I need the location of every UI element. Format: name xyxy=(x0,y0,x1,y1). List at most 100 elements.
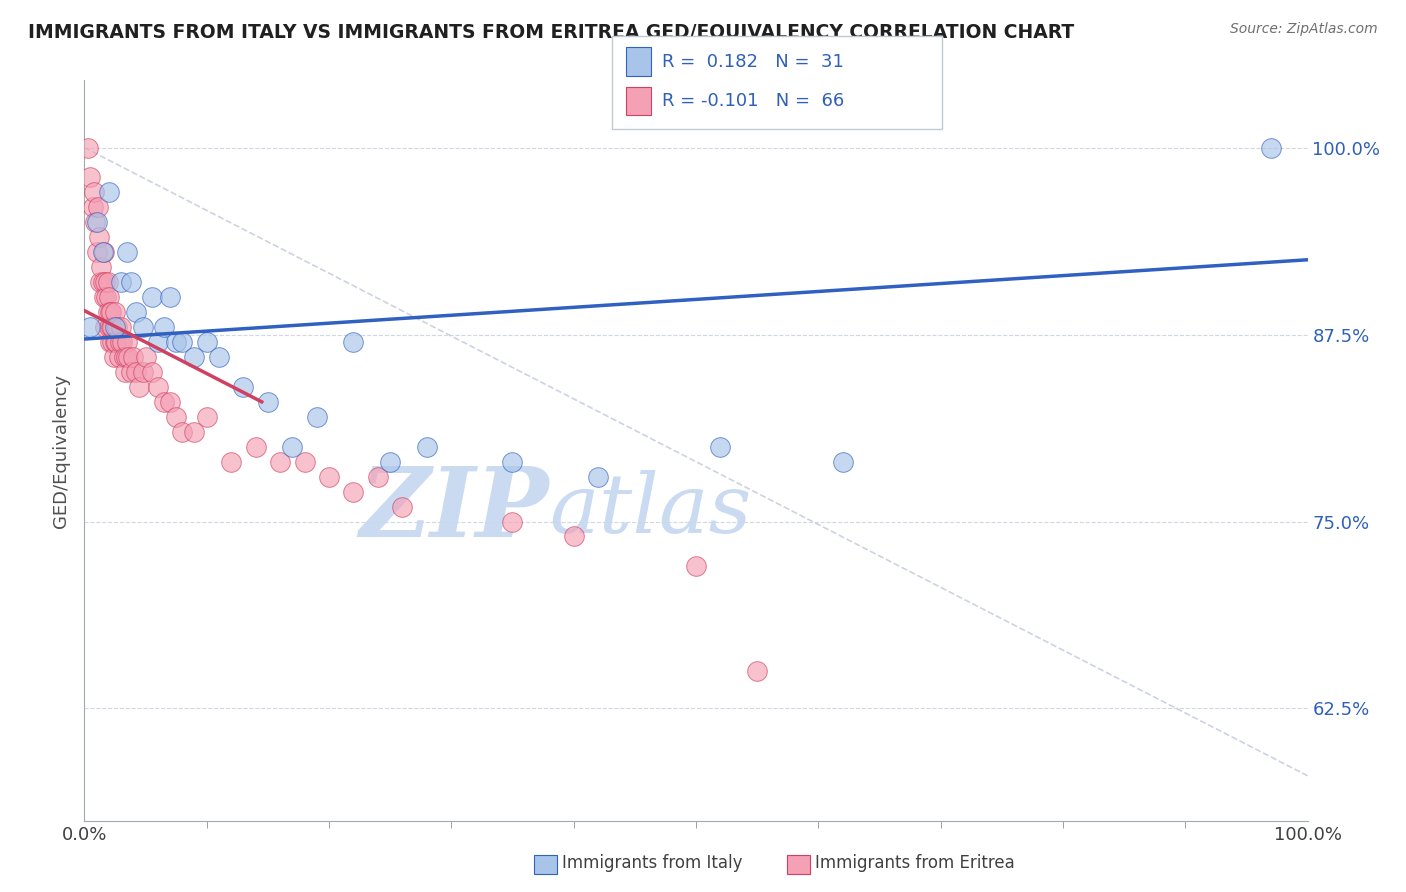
Point xyxy=(367,469,389,483)
Point xyxy=(135,350,157,364)
Y-axis label: GED/Equivalency: GED/Equivalency xyxy=(52,374,70,527)
Point xyxy=(195,409,218,424)
Point xyxy=(97,275,120,289)
Point xyxy=(101,334,124,349)
Point xyxy=(128,380,150,394)
Point xyxy=(318,469,340,483)
Point xyxy=(97,305,120,319)
Point xyxy=(159,290,181,304)
Point xyxy=(100,320,122,334)
Point xyxy=(114,365,136,379)
Point xyxy=(115,334,138,349)
Point xyxy=(342,484,364,499)
Point xyxy=(112,350,135,364)
Point xyxy=(84,215,107,229)
Point xyxy=(245,440,267,454)
Point xyxy=(146,334,169,349)
Point xyxy=(87,201,110,215)
Text: Source: ZipAtlas.com: Source: ZipAtlas.com xyxy=(1230,22,1378,37)
Point xyxy=(195,334,218,349)
Point xyxy=(79,320,101,334)
Point xyxy=(90,260,112,275)
Point xyxy=(1260,140,1282,154)
Point xyxy=(98,305,121,319)
Point xyxy=(93,245,115,260)
Point xyxy=(125,305,148,319)
Point xyxy=(89,275,111,289)
Point xyxy=(709,440,731,454)
Point xyxy=(77,140,100,154)
Point xyxy=(342,334,364,349)
Point xyxy=(120,365,142,379)
Point xyxy=(146,380,169,394)
Point xyxy=(104,305,127,319)
Point xyxy=(153,320,176,334)
Point xyxy=(269,455,291,469)
Point xyxy=(165,409,187,424)
Point xyxy=(305,409,328,424)
Point xyxy=(97,186,120,200)
Point xyxy=(105,320,128,334)
Point xyxy=(97,290,120,304)
Point xyxy=(91,275,114,289)
Point xyxy=(281,440,304,454)
Point xyxy=(120,275,142,289)
Point xyxy=(416,440,439,454)
Point xyxy=(115,350,138,364)
Point xyxy=(100,305,122,319)
Point xyxy=(586,469,609,483)
Point xyxy=(94,320,117,334)
Point xyxy=(391,500,413,514)
Point xyxy=(502,455,524,469)
Text: Immigrants from Italy: Immigrants from Italy xyxy=(562,855,742,872)
Point xyxy=(93,290,115,304)
Point xyxy=(747,664,769,678)
Point xyxy=(183,350,205,364)
Point xyxy=(165,334,187,349)
Point xyxy=(132,365,155,379)
Point xyxy=(502,515,524,529)
Point xyxy=(183,425,205,439)
Point xyxy=(257,395,280,409)
Point xyxy=(104,334,127,349)
Text: IMMIGRANTS FROM ITALY VS IMMIGRANTS FROM ERITREA GED/EQUIVALENCY CORRELATION CHA: IMMIGRANTS FROM ITALY VS IMMIGRANTS FROM… xyxy=(28,22,1074,41)
Point xyxy=(83,186,105,200)
Point xyxy=(91,245,114,260)
Point xyxy=(96,290,118,304)
Point xyxy=(132,320,155,334)
Text: R = -0.101   N =  66: R = -0.101 N = 66 xyxy=(662,92,845,110)
Point xyxy=(101,320,124,334)
Point xyxy=(219,455,242,469)
Point xyxy=(172,334,194,349)
Point xyxy=(125,365,148,379)
Point xyxy=(562,529,585,543)
Point xyxy=(685,559,707,574)
Point xyxy=(79,170,101,185)
Text: ZIP: ZIP xyxy=(360,463,550,557)
Point xyxy=(82,201,104,215)
Point xyxy=(831,455,853,469)
Point xyxy=(159,395,181,409)
Point xyxy=(86,245,108,260)
Point xyxy=(98,334,121,349)
Point xyxy=(232,380,254,394)
Point xyxy=(110,320,132,334)
Point xyxy=(110,275,132,289)
Point xyxy=(172,425,194,439)
Text: atlas: atlas xyxy=(550,470,752,549)
Point xyxy=(104,320,127,334)
Point xyxy=(103,350,125,364)
Point xyxy=(86,215,108,229)
Point xyxy=(115,245,138,260)
Text: R =  0.182   N =  31: R = 0.182 N = 31 xyxy=(662,53,844,70)
Point xyxy=(87,230,110,244)
Point xyxy=(208,350,231,364)
Point xyxy=(111,334,134,349)
Point xyxy=(108,334,131,349)
Point xyxy=(122,350,145,364)
Point xyxy=(141,365,163,379)
Point xyxy=(380,455,402,469)
Point xyxy=(141,290,163,304)
Point xyxy=(105,334,128,349)
Point xyxy=(294,455,316,469)
